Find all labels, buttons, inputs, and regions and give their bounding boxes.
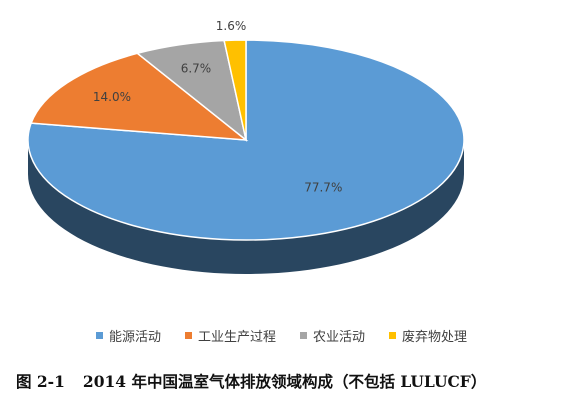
legend-swatch <box>300 332 308 339</box>
data-label: 77.7% <box>304 180 342 194</box>
data-label: 1.6% <box>216 19 247 33</box>
legend-item-agriculture: 农业活动 <box>300 326 365 345</box>
slice-waste <box>223 39 247 141</box>
figure-caption: 图 2-1 2014 年中国温室气体排放领域构成（不包括 LULUCF） <box>16 370 486 392</box>
legend-swatch <box>185 332 193 339</box>
legend-label: 废弃物处理 <box>402 330 468 345</box>
legend-label: 工业生产过程 <box>198 330 277 345</box>
pie-chart: 77.7% 14.0% 6.7% 1.6% <box>27 19 465 274</box>
legend-item-industry: 工业生产过程 <box>185 326 276 345</box>
data-label: 6.7% <box>181 62 212 76</box>
slice-energy-side <box>28 140 464 274</box>
legend: 能源活动 工业生产过程 农业活动 废弃物处理 <box>96 326 566 345</box>
legend-swatch <box>96 332 103 339</box>
chart-area: 77.7% 14.0% 6.7% 1.6% 能源活动 工业生产过程 农业活动 废弃物处… <box>27 19 566 345</box>
legend-label: 能源活动 <box>109 330 162 345</box>
data-label: 14.0% <box>93 90 131 104</box>
figure-number: 图 2-1 <box>16 372 65 391</box>
legend-item-waste: 废弃物处理 <box>389 326 467 345</box>
legend-item-energy: 能源活动 <box>96 326 161 345</box>
slice-industry <box>30 52 249 141</box>
legend-swatch <box>389 332 397 339</box>
legend-label: 农业活动 <box>313 330 366 345</box>
figure-caption-text: 2014 年中国温室气体排放领域构成（不包括 LULUCF） <box>82 372 487 391</box>
